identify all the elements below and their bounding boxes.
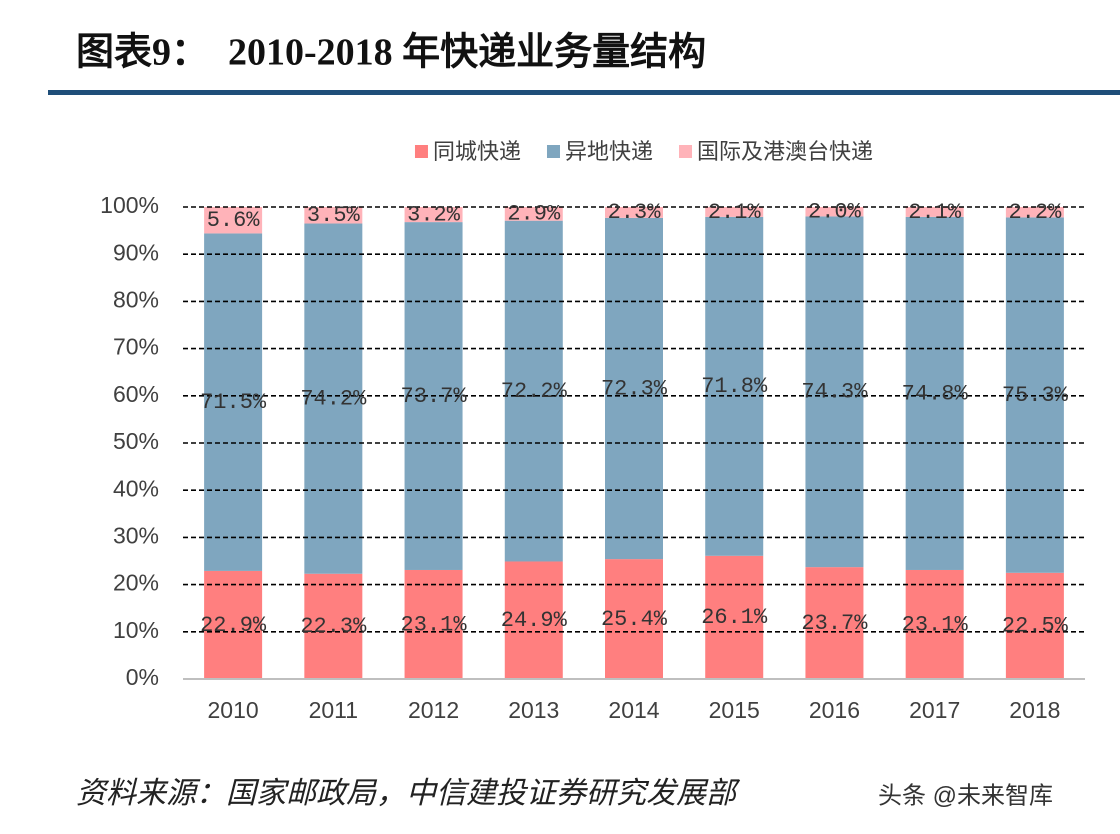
bar-segment [805, 216, 864, 568]
bar-segment [905, 216, 964, 570]
bar-segment [404, 569, 463, 679]
bar-segment [204, 207, 263, 234]
data-label: 2.9% [507, 202, 561, 227]
data-label: 3.5% [307, 203, 361, 228]
x-tick-label: 2011 [309, 697, 358, 723]
watermark: 头条 @未来智库 [878, 782, 1053, 809]
data-label: 2.2% [1008, 200, 1062, 225]
x-tick-label: 2014 [608, 697, 659, 723]
bar-segment [905, 569, 964, 679]
bar-segment [404, 207, 463, 223]
bar-segment [204, 233, 263, 571]
data-label: 23.7% [801, 611, 868, 636]
y-tick-label: 80% [113, 286, 159, 312]
bar-segment [905, 207, 964, 217]
chart-title: 图表9： 2010-2018 年快递业务量结构 [76, 32, 706, 74]
data-label: 73.7% [401, 384, 468, 409]
data-label: 72.2% [501, 379, 568, 404]
data-label: 2.0% [808, 200, 862, 225]
y-tick-label: 100% [100, 192, 159, 218]
data-label: 5.6% [207, 208, 261, 233]
source: 资料来源：国家邮政局，中信建投证券研究发展部 [76, 777, 741, 810]
x-tick-label: 2018 [1009, 697, 1060, 723]
title-rule [48, 90, 1120, 95]
x-tick-label: 2013 [508, 697, 559, 723]
y-tick-label: 70% [113, 334, 159, 360]
y-tick-label: 30% [113, 522, 159, 548]
bar-segment [805, 567, 864, 679]
legend-label: 国际及港澳台快递 [697, 139, 873, 164]
y-tick-label: 10% [113, 617, 159, 643]
data-label: 22.3% [300, 614, 367, 639]
data-label: 2.1% [708, 200, 762, 225]
y-tick-label: 40% [113, 475, 159, 501]
data-label: 2.1% [908, 200, 962, 225]
bar-segment [705, 555, 764, 679]
legend-swatch [546, 145, 560, 158]
bar-segment [705, 207, 764, 217]
data-label: 75.3% [1002, 383, 1069, 408]
bar-segment [805, 207, 864, 217]
plot: 0% 10% 20% 30% 40% 50% 60% 70% 80% 90% 100% 2010 22.… [100, 139, 1085, 723]
y-tick-label: 20% [113, 570, 159, 596]
x-tick-label: 2015 [709, 697, 760, 723]
bar-segment [605, 217, 663, 560]
bar-segment [605, 559, 663, 679]
legend: 同城快递 异地快递 国际及港澳台快递 [414, 139, 873, 164]
data-label: 25.4% [601, 607, 668, 632]
y-tick-label: 0% [126, 664, 159, 690]
y-tick-label: 50% [113, 428, 159, 454]
legend-swatch [679, 145, 693, 158]
x-tick-label: 2010 [208, 697, 259, 723]
bar-segment [504, 561, 563, 679]
data-label: 74.8% [902, 381, 969, 406]
y-tick-label: 90% [113, 239, 159, 265]
data-label: 71.5% [200, 390, 267, 415]
data-label: 22.5% [1002, 614, 1069, 639]
data-label: 3.2% [407, 202, 461, 227]
bar-segment [504, 220, 563, 562]
legend-swatch [414, 145, 428, 158]
bar-segment [1005, 572, 1064, 679]
bar-segment [1005, 207, 1064, 218]
x-tick-label: 2012 [408, 697, 459, 723]
bar-segment [304, 207, 363, 224]
data-label: 23.1% [401, 612, 468, 637]
data-label: 74.3% [801, 380, 868, 405]
data-label: 72.3% [601, 376, 668, 401]
bar-segment [504, 207, 563, 221]
data-label: 22.9% [200, 613, 267, 638]
x-tick-label: 2016 [809, 697, 860, 723]
bar-segment [304, 573, 363, 679]
bar-segment [705, 216, 764, 556]
data-label: 2.3% [608, 200, 662, 225]
data-label: 74.2% [300, 386, 367, 411]
data-label: 23.1% [902, 612, 969, 637]
bar-segment [304, 223, 363, 574]
data-label: 26.1% [701, 605, 768, 630]
bar-segment [605, 207, 663, 218]
bar-segment [204, 570, 263, 679]
data-label: 24.9% [501, 608, 568, 633]
x-tick-label: 2017 [909, 697, 960, 723]
data-label: 71.8% [701, 374, 768, 399]
legend-label: 同城快递 [433, 139, 521, 164]
legend-label: 异地快递 [565, 139, 653, 164]
y-tick-label: 60% [113, 381, 159, 407]
